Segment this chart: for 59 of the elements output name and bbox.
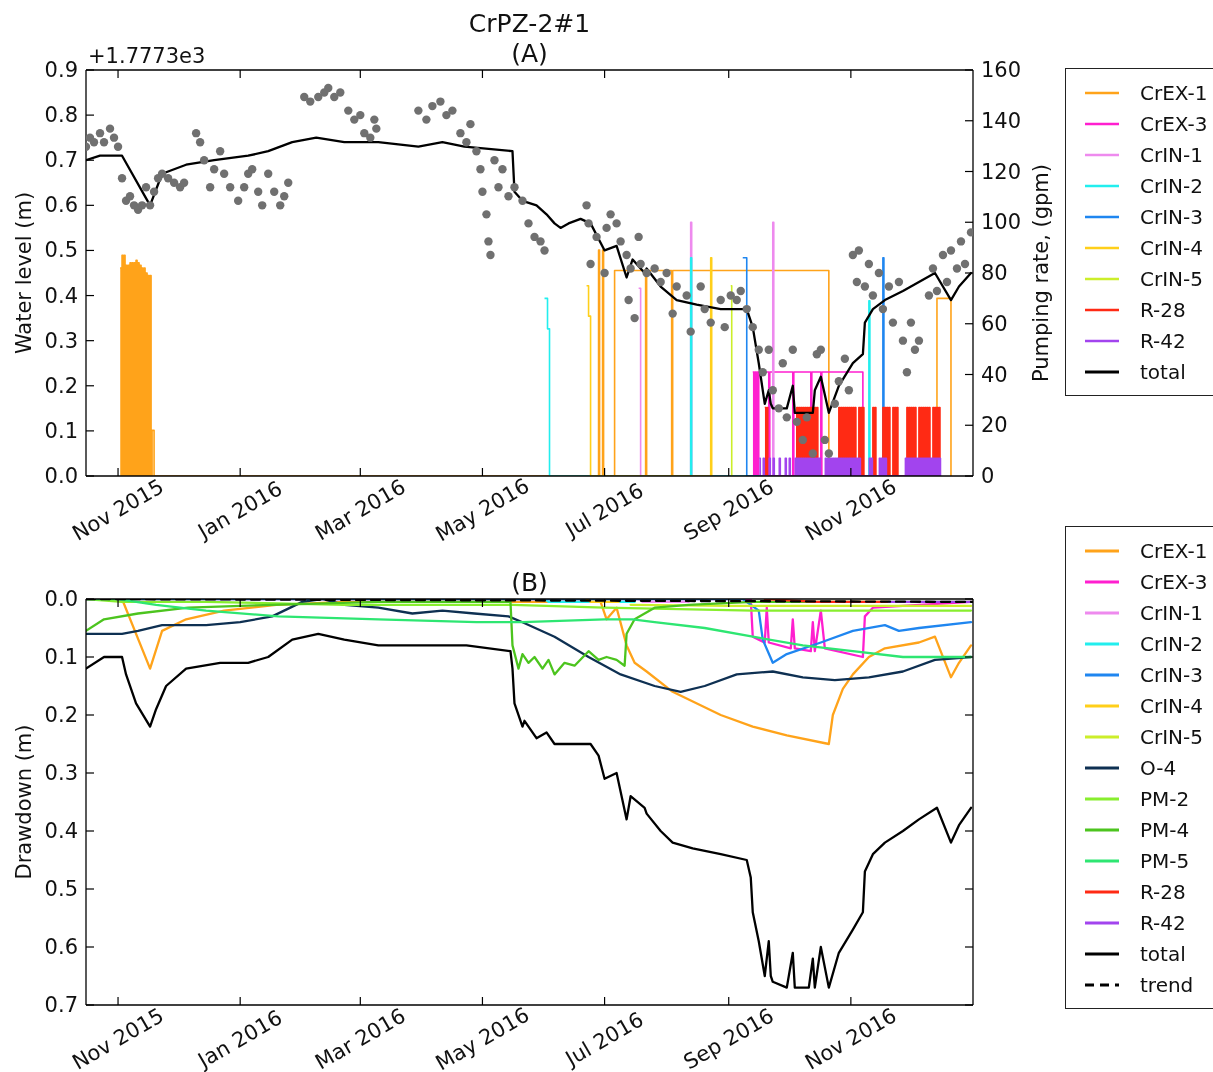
y2-tick-label: 140 (981, 108, 1022, 133)
legend-label: CrIN-2 (1140, 631, 1203, 656)
y-axis-title: Water level (m) (11, 191, 36, 355)
y2-tick-label: 80 (981, 261, 1008, 285)
y-tick-label: 0.0 (44, 587, 78, 611)
legend-label: CrIN-1 (1140, 142, 1203, 167)
legend-label: CrEX-3 (1140, 569, 1208, 594)
y-tick-label: 0.3 (44, 328, 78, 353)
y2-tick-label: 160 (981, 58, 1022, 82)
y-tick-label: 0.1 (44, 645, 78, 669)
y2-axis-title: Pumping rate, (gpm) (1028, 163, 1053, 383)
legend-label: R-42 (1140, 328, 1186, 353)
y-tick-label: 0.5 (44, 238, 78, 263)
legend-label: CrIN-2 (1140, 173, 1203, 198)
y-tick-label: 0.4 (44, 819, 78, 843)
chart-subtitle: (A) (511, 38, 548, 68)
legend-label: CrIN-4 (1140, 693, 1203, 718)
text: +1.7773e3 (88, 44, 206, 69)
legend-label: PM-5 (1140, 848, 1190, 873)
legend-label: O-4 (1140, 755, 1177, 780)
y-axis-title: Drawdown (m) (11, 724, 36, 880)
y-tick-label: 0.8 (44, 103, 78, 128)
legend-label: total (1140, 359, 1186, 384)
y-tick-label: 0.1 (44, 418, 78, 443)
legend-label: CrIN-3 (1140, 662, 1203, 687)
y-tick-label: 0.4 (44, 283, 78, 308)
legend-label: PM-4 (1140, 817, 1190, 842)
legend-label: CrEX-1 (1140, 80, 1208, 105)
y-tick-label: 0.6 (44, 193, 78, 218)
y-tick-label: 0.7 (44, 148, 78, 173)
legend-label: CrIN-3 (1140, 204, 1203, 229)
legend-label: CrEX-3 (1140, 111, 1208, 136)
legend-label: R-28 (1140, 879, 1186, 904)
legend-label: trend (1140, 972, 1194, 997)
y2-tick-label: 0 (981, 464, 995, 488)
y2-tick-label: 20 (981, 413, 1008, 438)
legend-label: CrEX-1 (1140, 538, 1208, 563)
y2-tick-label: 120 (981, 159, 1022, 184)
y-tick-label: 0.2 (44, 703, 78, 727)
y2-tick-label: 100 (981, 210, 1022, 235)
legend-label: R-28 (1140, 297, 1186, 322)
legend-label: R-42 (1140, 910, 1186, 935)
chart-title: CrPZ-2#1 (467, 8, 592, 38)
y2-tick-label: 40 (981, 362, 1008, 387)
legend-label: PM-2 (1140, 786, 1190, 811)
y2-tick-label: 60 (981, 311, 1008, 336)
y-tick-label: 0.6 (44, 935, 78, 959)
legend-label: CrIN-4 (1140, 235, 1203, 260)
y-tick-label: 0.7 (44, 993, 78, 1017)
legend-label: CrIN-5 (1140, 266, 1203, 291)
y-tick-label: 0.9 (44, 58, 78, 82)
y-tick-label: 0.5 (44, 877, 78, 901)
legend-label: total (1140, 941, 1186, 966)
y-tick-label: 0.2 (44, 373, 78, 398)
legend-label: CrIN-1 (1140, 600, 1203, 625)
y-tick-label: 0.3 (44, 761, 78, 785)
y-tick-label: 0.0 (44, 464, 78, 488)
legend-label: CrIN-5 (1140, 724, 1203, 749)
chart-title: (B) (510, 567, 549, 597)
